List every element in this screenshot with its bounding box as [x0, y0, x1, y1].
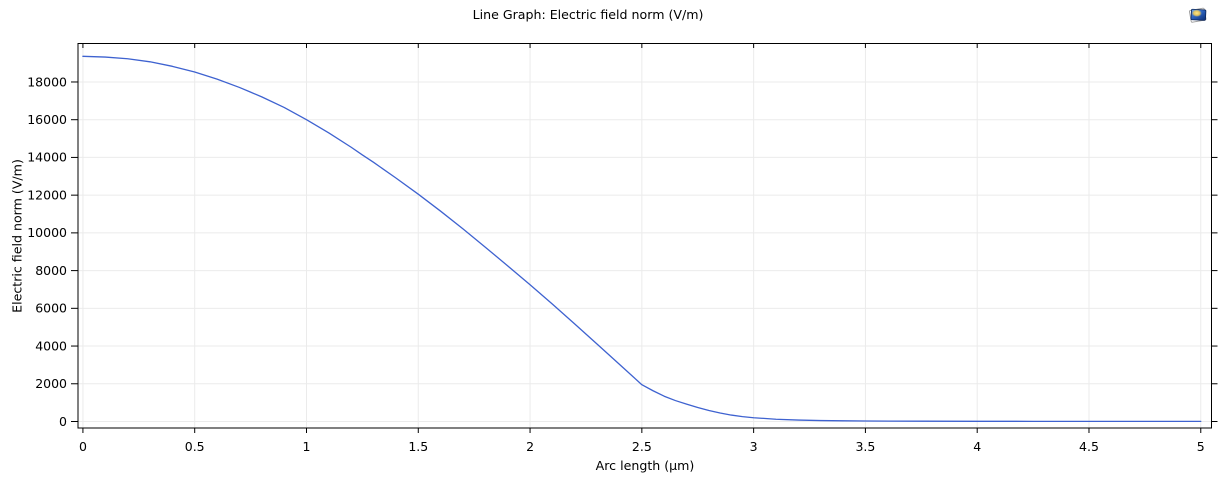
y-tick-label: 0: [59, 414, 67, 429]
plot-group-icon: [1189, 7, 1207, 23]
y-tick-label: 18000: [27, 74, 67, 89]
y-tick-label: 6000: [35, 301, 67, 316]
x-tick-label: 3: [750, 439, 758, 454]
series-layer: [82, 55, 1202, 423]
y-tick-label: 4000: [35, 338, 67, 353]
x-tick-label: 0.5: [185, 439, 205, 454]
series-line: [82, 55, 1202, 423]
y-tick-label: 8000: [35, 263, 67, 278]
y-tick-label: 12000: [27, 187, 67, 202]
y-tick-label: 10000: [27, 225, 67, 240]
x-tick-label: 4.5: [1079, 439, 1099, 454]
x-tick-label: 1: [303, 439, 311, 454]
x-tick-label: 4: [973, 439, 981, 454]
x-tick-label: 0: [79, 439, 87, 454]
plot-title: Line Graph: Electric field norm (V/m): [472, 7, 704, 22]
x-tick-label: 3.5: [855, 439, 875, 454]
tick-label-layer: 0 0.5 1 1.5 2 2.5 3 3.5 4 4.5 5 0 2000 4000 6000 8000 10…: [27, 74, 1205, 454]
icon-front-plot: [1190, 8, 1207, 21]
y-axis-label: Electric field norm (V/m): [9, 159, 25, 313]
x-tick-label: 5: [1197, 439, 1205, 454]
y-tick-label: 14000: [27, 150, 67, 165]
y-tick-label: 2000: [35, 376, 67, 391]
axes-layer: [71, 43, 1218, 433]
x-tick-label: 1.5: [408, 439, 428, 454]
y-tick-label: 16000: [27, 112, 67, 127]
grid-layer: [78, 43, 1212, 428]
plot-border: [77, 43, 1212, 429]
x-tick-label: 2.5: [632, 439, 652, 454]
x-tick-label: 2: [526, 439, 534, 454]
x-axis-label: Arc length (µm): [595, 458, 695, 473]
